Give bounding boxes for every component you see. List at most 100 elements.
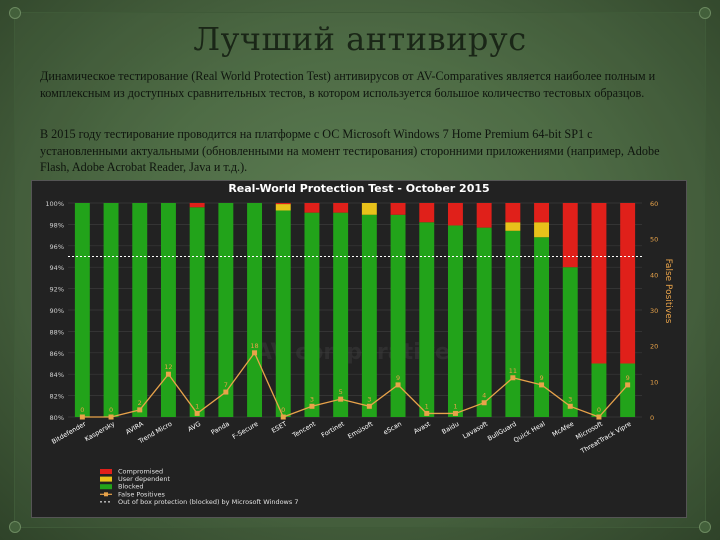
bar-compromised: [505, 203, 521, 223]
protection-test-chart: Real-World Protection Test - October 201…: [45, 182, 673, 506]
legend-entry: User dependent: [118, 475, 170, 483]
y-left-tick-label: 94%: [50, 264, 64, 272]
y-right-tick-label: 40: [650, 271, 658, 279]
false-positives-data-label: 9: [396, 374, 400, 382]
bar-user-dependent: [361, 203, 377, 215]
legend-entry: Blocked: [118, 483, 143, 491]
y-left-tick-label: 80%: [50, 414, 64, 422]
false-positives-marker: [137, 407, 143, 413]
bar-compromised: [476, 203, 492, 228]
false-positives-marker: [280, 414, 286, 420]
y-right-tick-label: 10: [650, 378, 658, 386]
bar-user-dependent: [275, 204, 291, 211]
false-positives-data-label: 9: [539, 374, 543, 382]
false-positives-marker: [309, 403, 315, 409]
chart-title: Real-World Protection Test - October 201…: [228, 182, 489, 195]
y-right-tick-label: 30: [650, 307, 658, 315]
false-positives-data-label: 0: [281, 406, 285, 414]
false-positives-data-label: 3: [310, 395, 314, 403]
frame-corner-ornament: [699, 521, 711, 533]
bar-blocked: [333, 212, 349, 417]
y-right-tick-label: 20: [650, 343, 658, 351]
x-tick-label: F-Secure: [231, 420, 260, 441]
false-positives-marker: [481, 400, 487, 406]
x-tick-label: eScan: [382, 420, 403, 437]
false-positives-marker: [223, 389, 229, 395]
bar-blocked: [476, 227, 492, 417]
false-positives-data-label: 9: [626, 374, 630, 382]
x-tick-label: ThreatTrack Vipre: [578, 420, 632, 456]
false-positives-data-label: 3: [367, 395, 371, 403]
false-positives-marker: [338, 396, 344, 402]
false-positives-marker: [165, 371, 171, 377]
legend-swatch: [100, 469, 112, 474]
bar-compromised: [562, 203, 578, 268]
x-tick-label: Tencent: [290, 420, 317, 440]
bar-blocked: [562, 267, 578, 417]
y-left-tick-label: 98%: [50, 221, 64, 229]
bar-blocked: [591, 363, 607, 417]
bar-blocked: [505, 230, 521, 417]
bar-compromised: [591, 203, 607, 364]
bar-user-dependent: [534, 222, 550, 238]
x-tick-label: Panda: [210, 420, 231, 437]
x-tick-label: Lavasoft: [461, 420, 489, 441]
platform-paragraph: В 2015 году тестирование проводится на п…: [40, 127, 660, 175]
bar-blocked: [132, 203, 148, 417]
bar-blocked: [275, 210, 291, 417]
x-tick-label: Avast: [412, 420, 432, 436]
legend-entry: Compromised: [118, 468, 163, 476]
y-left-tick-label: 86%: [50, 350, 64, 358]
false-positives-marker: [366, 403, 372, 409]
false-positives-data-label: 1: [425, 402, 429, 410]
false-positives-data-label: 4: [482, 392, 486, 400]
y-right-tick-label: 50: [650, 236, 658, 244]
false-positives-data-label: 7: [224, 381, 228, 389]
false-positives-data-label: 2: [138, 399, 142, 407]
bar-user-dependent: [505, 222, 521, 231]
legend-swatch: [100, 484, 112, 490]
y-left-tick-label: 82%: [50, 393, 64, 401]
bar-compromised: [189, 203, 205, 208]
frame-corner-ornament: [9, 521, 21, 533]
chart-panel: Real-World Protection Test - October 201…: [31, 180, 687, 518]
false-positives-marker: [108, 414, 114, 420]
false-positives-marker: [79, 414, 85, 420]
false-positives-data-label: 1: [453, 402, 457, 410]
false-positives-data-label: 5: [339, 388, 343, 396]
bar-compromised: [304, 203, 320, 213]
y-left-tick-label: 100%: [45, 200, 64, 208]
false-positives-data-label: 0: [597, 406, 601, 414]
y-left-tick-label: 88%: [50, 328, 64, 336]
x-tick-label: Kaspersky: [83, 420, 116, 444]
bar-blocked: [419, 222, 435, 417]
bar-blocked: [74, 203, 90, 417]
false-positives-marker: [194, 410, 200, 416]
false-positives-marker: [539, 382, 545, 388]
bar-blocked: [620, 363, 636, 417]
bar-blocked: [534, 237, 550, 417]
y-left-tick-label: 92%: [50, 286, 64, 294]
false-positives-marker: [596, 414, 602, 420]
false-positives-data-label: 1: [195, 402, 199, 410]
false-positives-marker: [424, 410, 430, 416]
x-tick-label: ESET: [270, 420, 288, 435]
bar-blocked: [304, 212, 320, 417]
intro-paragraph: Динамическое тестирование (Real World Pr…: [40, 69, 656, 100]
bar-blocked: [189, 207, 205, 417]
legend-entry: False Positives: [118, 490, 165, 498]
bar-blocked: [390, 214, 406, 417]
bar-compromised: [390, 203, 406, 215]
bar-compromised: [447, 203, 463, 226]
bar-compromised: [275, 203, 291, 205]
bar-blocked: [103, 203, 119, 417]
bar-compromised: [333, 203, 349, 213]
x-tick-label: Bitdefender: [50, 420, 87, 446]
false-positives-marker: [395, 382, 401, 388]
bar-compromised: [419, 203, 435, 223]
legend-swatch-marker: [104, 492, 108, 497]
y-right-tick-label: 60: [650, 200, 658, 208]
false-positives-data-label: 18: [250, 342, 258, 350]
false-positives-marker: [510, 375, 516, 381]
frame-corner-ornament: [699, 7, 711, 19]
